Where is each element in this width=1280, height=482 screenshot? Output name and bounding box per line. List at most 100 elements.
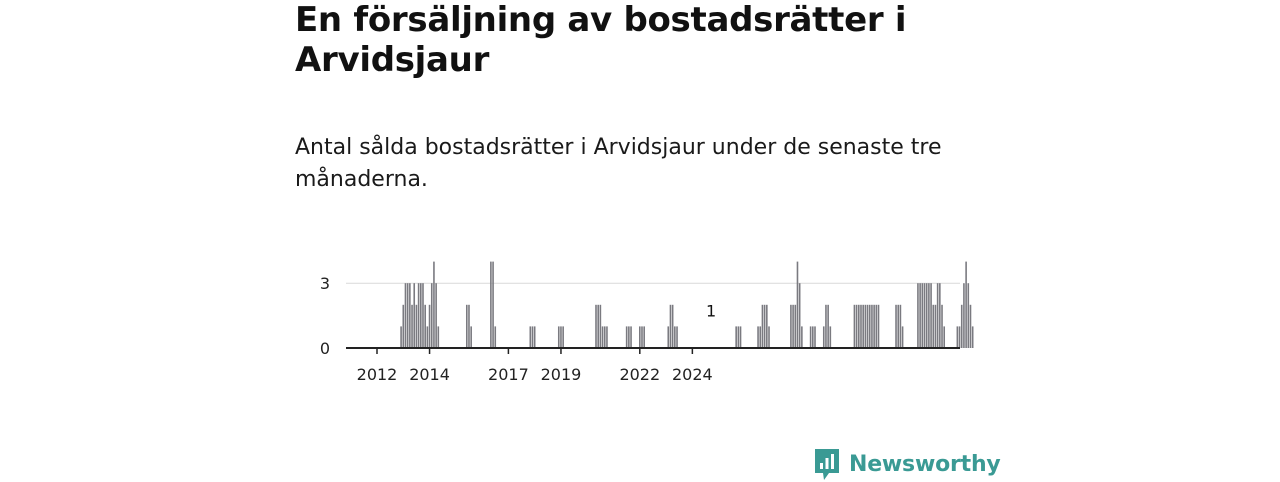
bar [669,304,672,348]
bar [930,283,932,348]
bar [939,283,941,348]
bar [763,304,766,348]
bar [643,326,645,348]
x-tick-label: 2014 [409,365,450,384]
bar [917,283,919,348]
bar [400,326,402,348]
bar [897,304,900,348]
bar [941,304,943,348]
bar [468,304,470,348]
bar [967,283,970,348]
bar [790,304,792,348]
bar [667,326,670,348]
bar [492,261,494,348]
bar [822,326,825,348]
brand-logo[interactable]: Newsworthy [813,446,1001,482]
bar [853,304,856,348]
newsworthy-logo-icon [815,449,839,480]
bar [406,283,409,348]
bar [413,283,416,348]
bar [943,326,946,348]
bar [864,304,867,348]
bar [674,326,676,348]
bar [825,304,827,348]
bar [430,283,433,348]
bar [757,326,759,348]
bar [465,304,468,348]
bar [433,261,435,348]
bar [875,304,878,348]
bar [420,283,422,348]
bar [533,326,536,348]
x-tick-label: 2017 [488,365,529,384]
brand-name: Newsworthy [849,451,1001,477]
bar [895,304,897,348]
bar [871,304,873,348]
bar [494,326,497,348]
chart-subtitle: Antal sålda bostadsrätter i Arvidsjaur u… [295,135,942,192]
bar [428,304,431,348]
bar [529,326,532,348]
bar [628,326,630,348]
bar [606,326,608,348]
x-tick-label: 2019 [541,365,582,384]
bar [404,283,407,348]
bar [411,304,413,348]
x-tick-label: 2024 [672,365,713,384]
bar [801,326,803,348]
bar [639,326,641,348]
bar [862,304,864,348]
bar [899,304,902,348]
bar [671,304,674,348]
bar [829,326,832,348]
bar [855,304,858,348]
y-tick-label: 3 [320,274,330,293]
bar [923,283,926,348]
bar [422,283,424,348]
bar [562,326,564,348]
bar [531,326,534,348]
bar [936,283,939,348]
bar [595,304,597,348]
bar [737,326,740,348]
bar [873,304,875,348]
bar [599,304,602,348]
bar [560,326,562,348]
x-tick-label: 2012 [357,365,398,384]
bar [958,326,961,348]
bar [969,304,972,348]
bar [956,326,959,348]
bar [415,304,418,348]
bar [759,326,762,348]
bar [739,326,742,348]
bar [490,261,492,348]
bar [971,326,974,348]
bar [641,326,643,348]
y-tick-label: 0 [320,339,330,358]
bar [868,304,871,348]
bar [766,304,768,348]
bar [919,283,921,348]
x-tick-label: 2022 [619,365,660,384]
bar [858,304,860,348]
bar [603,326,606,348]
bar [814,326,816,348]
bar [812,326,814,348]
bar [877,304,880,348]
bar [925,283,928,348]
bar [934,304,937,348]
bar [435,283,437,348]
bar [676,326,678,348]
highlight-data-label: 1 [706,301,716,320]
bar [625,326,628,348]
bar [402,304,405,348]
bar [794,304,797,348]
bar [901,326,904,348]
bar-chart: 0 3 2012 2014 2017 2019 2022 2024 1 [320,261,974,384]
bar [601,326,604,348]
bar [417,283,420,348]
bar [630,326,632,348]
bar [960,304,963,348]
bar [809,326,812,348]
bar [768,326,770,348]
